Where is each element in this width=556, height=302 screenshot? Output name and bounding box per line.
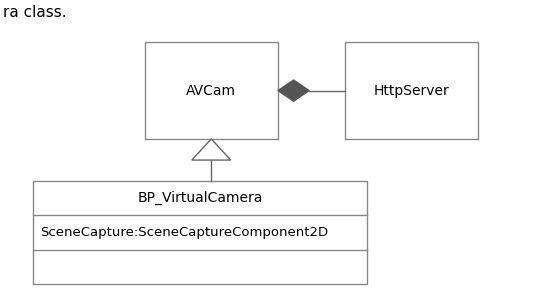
FancyBboxPatch shape [145, 42, 278, 139]
Text: SceneCapture:SceneCaptureComponent2D: SceneCapture:SceneCaptureComponent2D [40, 226, 328, 239]
FancyBboxPatch shape [345, 42, 478, 139]
Text: HttpServer: HttpServer [374, 84, 449, 98]
Text: ra class.: ra class. [3, 5, 66, 20]
Text: AVCam: AVCam [186, 84, 236, 98]
Polygon shape [192, 139, 231, 160]
Text: BP_VirtualCamera: BP_VirtualCamera [137, 191, 263, 205]
FancyBboxPatch shape [33, 181, 367, 284]
Polygon shape [278, 80, 309, 101]
